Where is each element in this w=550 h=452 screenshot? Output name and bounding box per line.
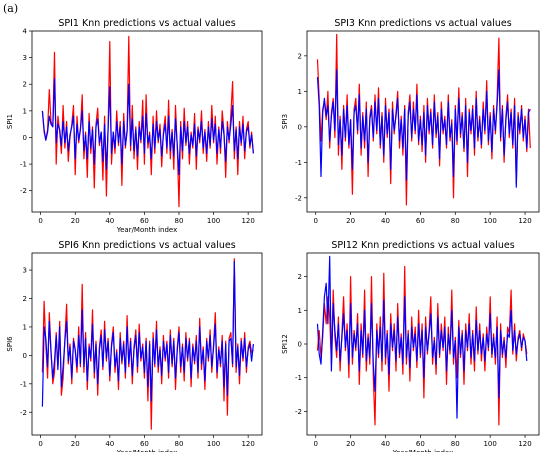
x-tick-label: 100: [483, 217, 496, 225]
x-tick-label: 120: [518, 217, 531, 225]
y-tick-label: 3: [23, 54, 27, 62]
chart-title: SPI12 Knn predictions vs actual values: [331, 240, 514, 251]
x-tick-label: 0: [313, 217, 317, 225]
y-tick-label: 1: [23, 107, 27, 115]
y-tick-label: -2: [295, 194, 302, 202]
x-tick-label: 80: [175, 440, 184, 448]
y-tick-label: 2: [298, 52, 302, 60]
x-tick-label: 0: [38, 217, 42, 225]
y-tick-label: -2: [20, 187, 27, 195]
plot-frame: [31, 252, 263, 436]
x-tick-label: 100: [483, 440, 496, 448]
y-tick-label: -2: [20, 409, 27, 417]
predicted-series-line: [41, 78, 254, 176]
y-tick-label: 3: [23, 267, 27, 275]
y-tick-label: -1: [20, 161, 27, 169]
predicted-series-line: [316, 255, 528, 419]
x-axis-label: Year/Month index: [116, 226, 178, 234]
y-axis-label: SPI1: [6, 114, 14, 129]
predicted-series-line: [316, 69, 531, 188]
plot-frame: [31, 30, 263, 213]
y-tick-label: 1: [298, 307, 302, 315]
x-tick-label: 0: [313, 440, 317, 448]
y-tick-label: 0: [298, 341, 302, 349]
y-tick-label: -1: [295, 159, 302, 167]
x-tick-label: 120: [241, 217, 254, 225]
y-tick-label: 4: [23, 28, 28, 36]
y-tick-label: 1: [23, 323, 27, 331]
y-axis-label: SPI6: [6, 336, 14, 352]
x-tick-label: 40: [105, 217, 114, 225]
y-tick-label: 2: [23, 81, 27, 89]
chart-title: SPI3 Knn predictions vs actual values: [334, 18, 511, 29]
y-tick-label: 0: [23, 352, 27, 360]
actual-series-line: [316, 265, 528, 426]
x-tick-label: 60: [140, 440, 149, 448]
y-tick-label: 0: [23, 134, 27, 142]
x-tick-label: 40: [381, 440, 390, 448]
chart-title: SPI6 Knn predictions vs actual values: [58, 240, 235, 251]
x-axis-label: Year/Month index: [116, 449, 178, 452]
chart-title: SPI1 Knn predictions vs actual values: [58, 18, 235, 29]
x-tick-label: 40: [381, 217, 390, 225]
x-tick-label: 120: [241, 440, 254, 448]
y-tick-label: -1: [20, 380, 27, 388]
x-tick-label: 60: [416, 440, 425, 448]
x-tick-label: 40: [105, 440, 114, 448]
x-tick-label: 60: [416, 217, 425, 225]
y-tick-label: 2: [298, 273, 302, 281]
y-tick-label: 1: [298, 88, 302, 96]
x-tick-label: 80: [451, 440, 460, 448]
x-tick-label: 20: [71, 217, 80, 225]
x-tick-label: 0: [38, 440, 42, 448]
x-tick-label: 80: [175, 217, 184, 225]
figure-label: (a): [3, 2, 19, 15]
predicted-series-line: [41, 260, 254, 407]
x-tick-label: 20: [71, 440, 80, 448]
x-tick-label: 20: [346, 217, 355, 225]
y-tick-label: -1: [295, 374, 302, 382]
x-tick-label: 20: [346, 440, 355, 448]
y-tick-label: 2: [23, 295, 27, 303]
x-tick-label: 100: [207, 440, 220, 448]
x-tick-label: 120: [518, 440, 531, 448]
x-tick-label: 100: [207, 217, 220, 225]
x-axis-label: Year/Month index: [392, 449, 454, 452]
x-tick-label: 80: [451, 217, 460, 225]
y-tick-label: -2: [295, 408, 302, 416]
x-tick-label: 60: [140, 217, 149, 225]
plot-frame: [306, 30, 540, 213]
y-tick-label: 0: [298, 123, 302, 131]
y-axis-label: SPI3: [281, 114, 289, 129]
y-axis-label: SPI12: [281, 334, 289, 354]
